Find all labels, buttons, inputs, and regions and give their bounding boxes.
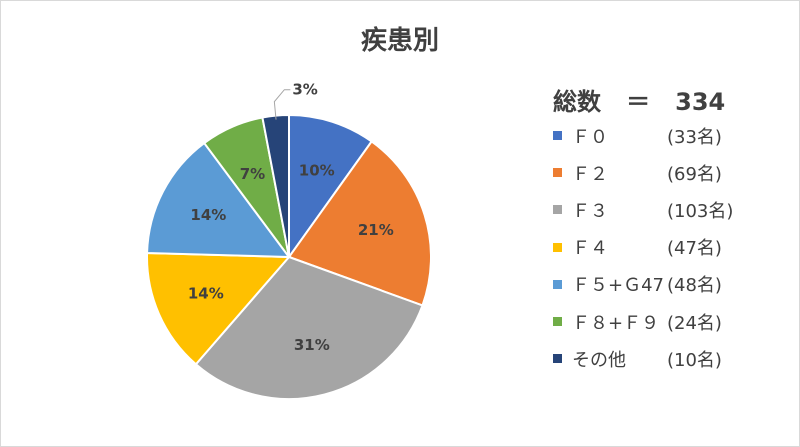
- legend-count-0: (33名): [667, 126, 722, 148]
- legend-count-3: (47名): [667, 238, 722, 260]
- legend-swatch-6: [553, 354, 562, 364]
- legend: Ｆ０ (33名) Ｆ２ (69名) Ｆ３ (103名) Ｆ４ (47名) Ｆ５+Ｇ47 (48名)…: [553, 117, 733, 377]
- chart-title: 疾患別: [360, 26, 439, 56]
- legend-name-1: Ｆ２: [572, 163, 608, 185]
- pie-slice-2: [194, 255, 424, 400]
- total-label: 総数: [553, 88, 601, 116]
- legend-item-1: Ｆ２ (69名): [553, 154, 733, 191]
- legend-name-2: Ｆ３: [572, 200, 608, 222]
- legend-item-5: Ｆ８+Ｆ９ (24名): [553, 303, 733, 340]
- legend-item-0: Ｆ０ (33名): [553, 117, 733, 154]
- legend-swatch-4: [553, 279, 562, 289]
- legend-count-6: (10名): [667, 349, 722, 371]
- legend-swatch-3: [553, 242, 562, 252]
- pie-slice-1: [287, 140, 432, 307]
- slice-label-5: 7%: [240, 165, 265, 183]
- legend-swatch-1: [553, 168, 562, 178]
- slice-label-0: 10%: [299, 161, 335, 179]
- legend-count-5: (24名): [667, 312, 722, 334]
- slice-label-1: 21%: [358, 221, 394, 239]
- legend-count-4: (48名): [667, 275, 722, 297]
- pie-slice-0: [288, 113, 373, 261]
- pie-slice-3: [146, 251, 292, 366]
- total-value: 334: [675, 88, 726, 116]
- slice-label-2: 31%: [294, 336, 330, 354]
- leader-line-6: [273, 89, 291, 120]
- legend-name-3: Ｆ４: [572, 238, 608, 260]
- legend-swatch-0: [553, 131, 562, 141]
- legend-name-4: Ｆ５+Ｇ47: [572, 275, 664, 297]
- legend-item-4: Ｆ５+Ｇ47 (48名): [553, 266, 733, 303]
- legend-item-3: Ｆ４ (47名): [553, 229, 733, 266]
- legend-total: 総数 ＝ 334: [553, 88, 726, 116]
- slice-label-3: 14%: [188, 285, 224, 303]
- legend-item-2: Ｆ３ (103名): [553, 191, 733, 228]
- legend-swatch-5: [553, 317, 562, 327]
- pie-slice-4: [146, 141, 292, 259]
- legend-swatch-2: [553, 205, 562, 215]
- legend-name-0: Ｆ０: [572, 126, 608, 148]
- slice-label-4: 14%: [190, 206, 226, 224]
- legend-count-1: (69名): [667, 163, 722, 185]
- legend-count-2: (103名): [667, 200, 734, 222]
- legend-name-6: その他: [572, 349, 626, 371]
- legend-item-6: その他 (10名): [553, 340, 733, 377]
- legend-name-5: Ｆ８+Ｆ９: [572, 312, 660, 334]
- slice-label-6: 3%: [292, 81, 317, 99]
